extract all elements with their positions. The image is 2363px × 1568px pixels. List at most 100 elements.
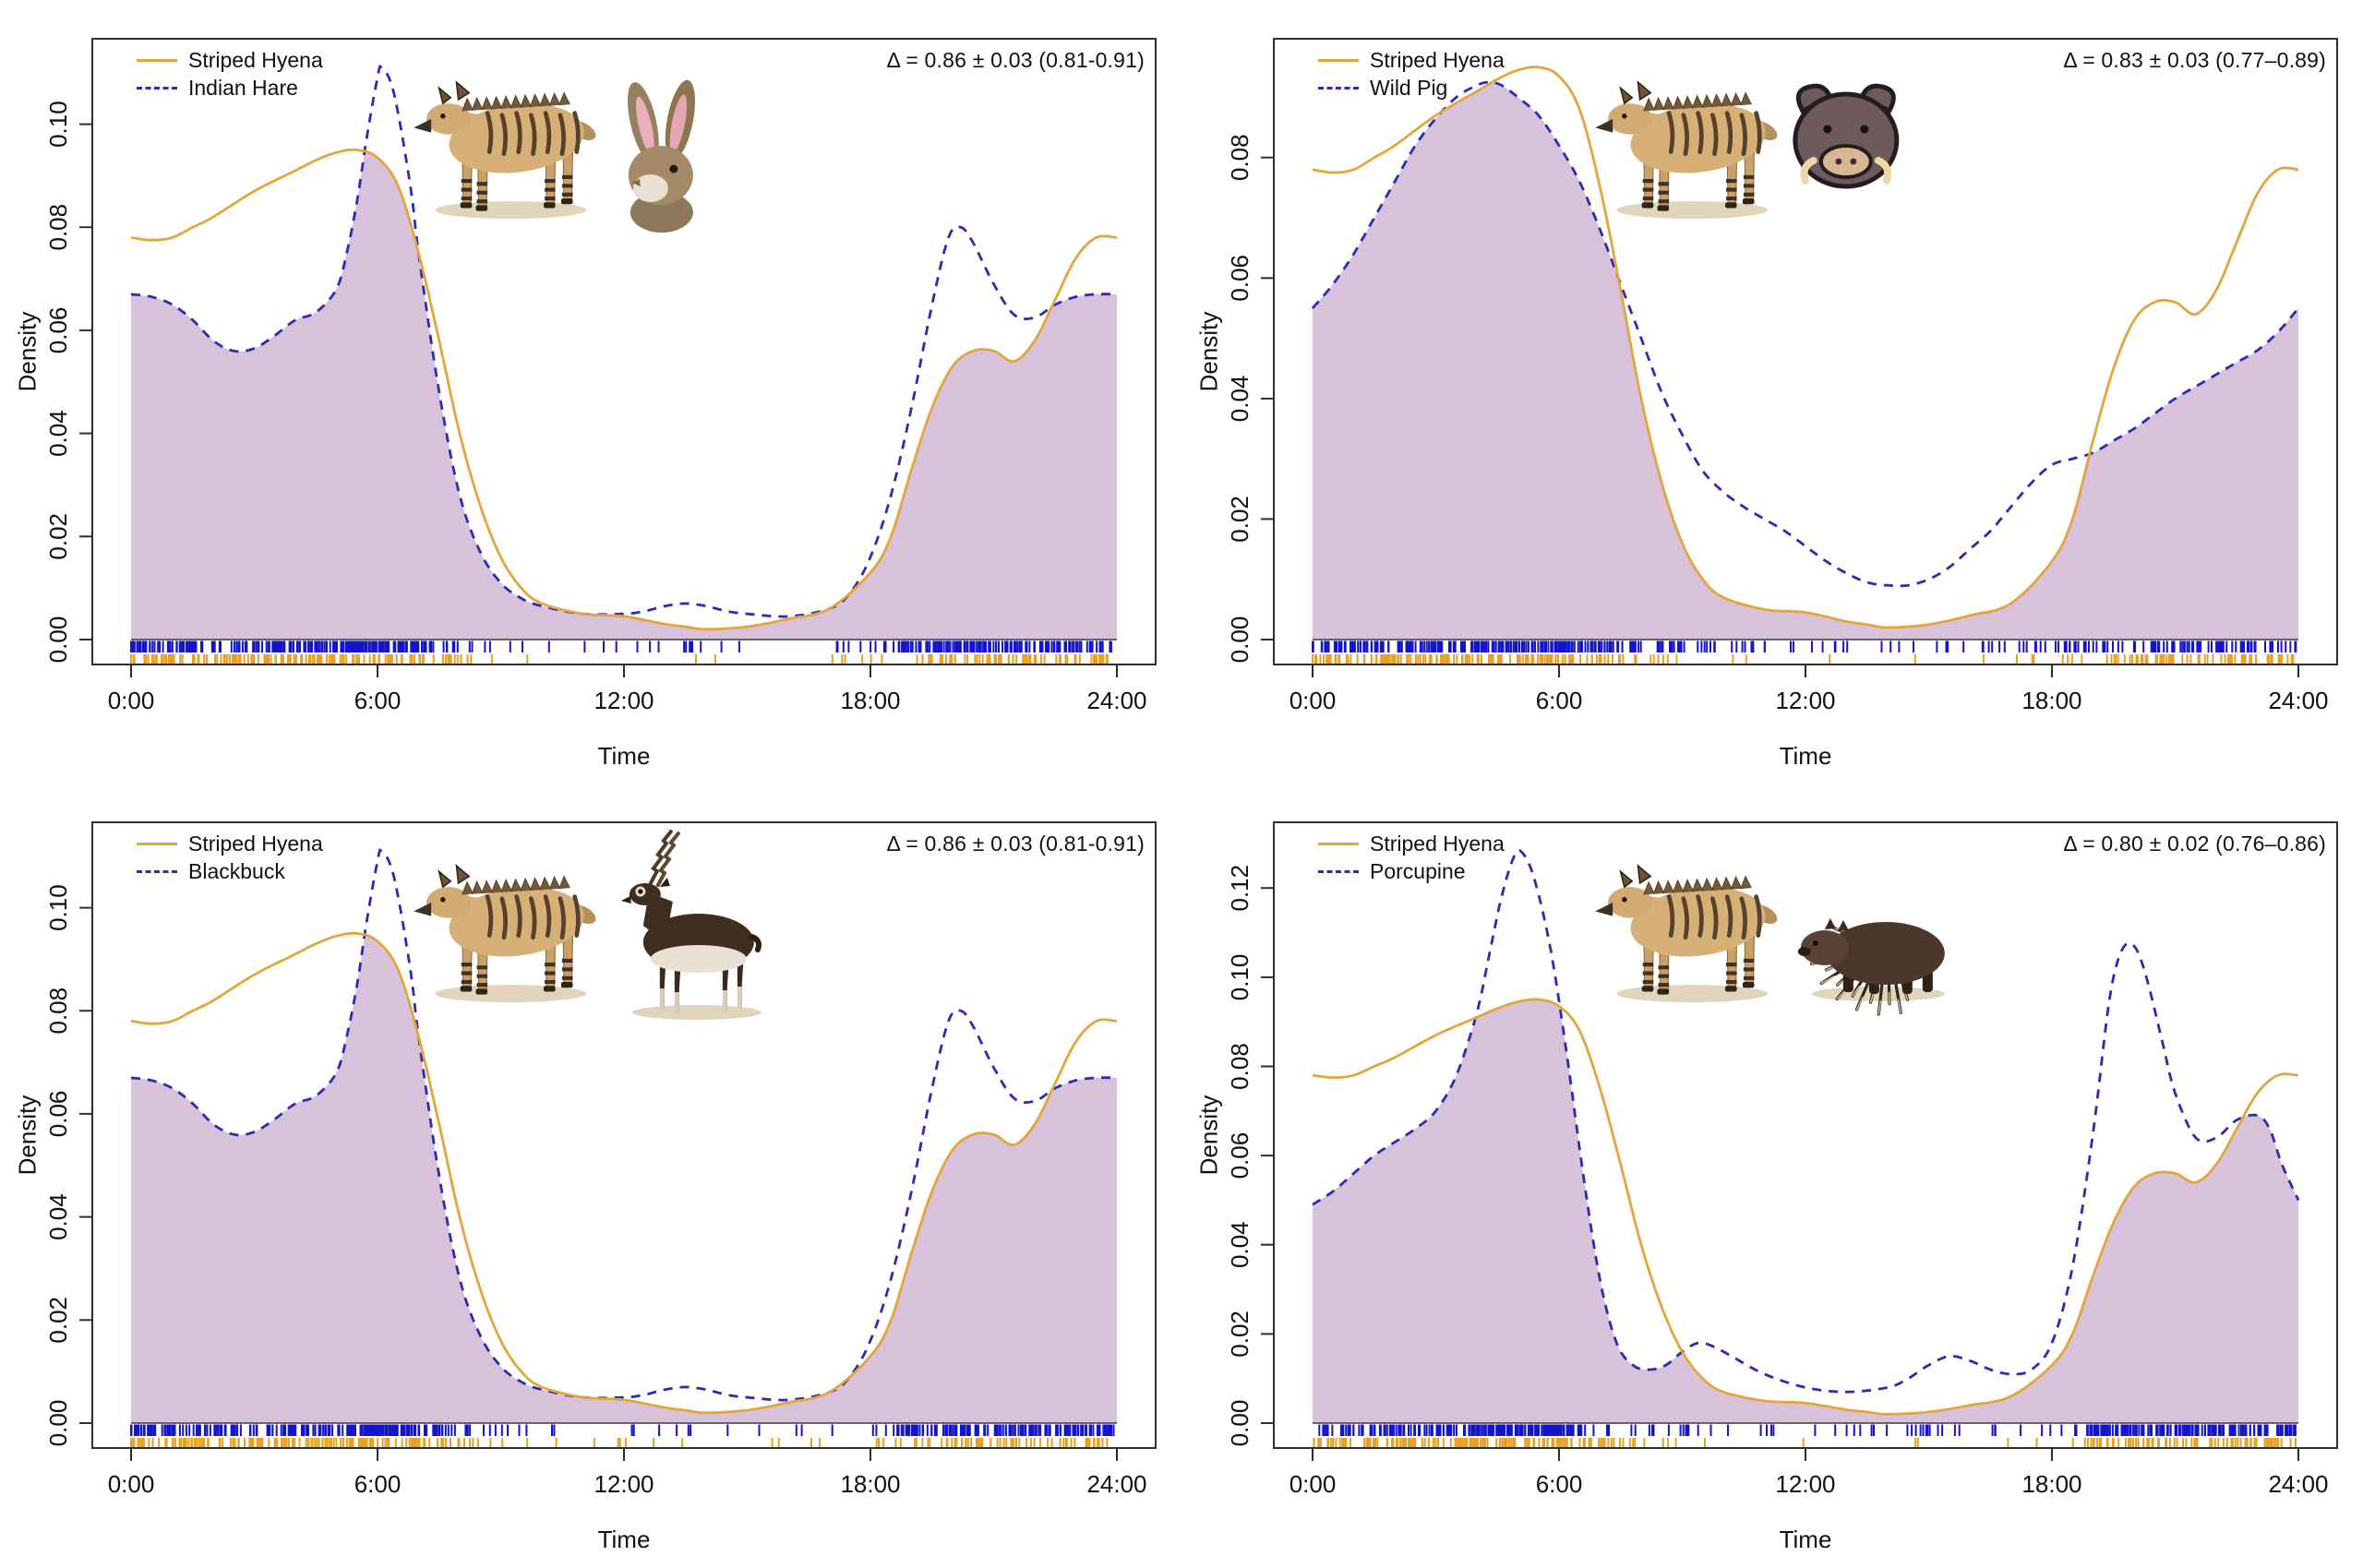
x-axis-title: Time — [1779, 742, 1832, 770]
y-tick-label: 0.02 — [44, 1297, 72, 1344]
y-tick-label: 0.10 — [44, 101, 72, 148]
x-axis-title: Time — [597, 1526, 651, 1553]
panel-porcupine: 0:00 6:00 12:00 18:00 24:00 0.00 0.02 0.04 0.06 0… — [1182, 784, 2363, 1567]
striped-hyena-illustration — [1595, 80, 1778, 220]
hyena-line-swatch — [1318, 58, 1359, 62]
y-tick-label: 0.08 — [1226, 134, 1253, 181]
hyena-rug — [130, 654, 1109, 664]
x-tick-label: 6:00 — [354, 687, 402, 714]
legend-label: Indian Hare — [188, 76, 298, 100]
y-tick-label: 0.08 — [44, 987, 72, 1035]
species-line-swatch — [1318, 869, 1359, 873]
x-axis-title: Time — [597, 742, 651, 770]
x-tick-label: 0:00 — [108, 687, 155, 714]
hyena-line-swatch — [137, 842, 177, 845]
density-plot-porcupine: 0:00 6:00 12:00 18:00 24:00 0.00 0.02 0.04 0.06 0… — [1226, 821, 2338, 1498]
hyena-density-curve — [130, 931, 1118, 1415]
y-tick-label: 0.10 — [1226, 954, 1253, 1001]
y-tick-label: 0.00 — [44, 616, 72, 664]
y-tick-label: 0.00 — [1226, 1400, 1253, 1447]
y-tick-label: 0.06 — [1226, 1132, 1253, 1179]
legend-label: Striped Hyena — [1370, 832, 1505, 856]
y-axis-title: Density — [13, 311, 42, 392]
overlap-coefficient: Δ = 0.83 ± 0.03 (0.77–0.89) — [2063, 48, 2326, 72]
blackbuck-illustration — [620, 830, 762, 1020]
striped-hyena-illustration — [1595, 864, 1778, 1003]
x-tick-label: 6:00 — [1536, 687, 1583, 714]
overlap-area — [1313, 82, 2298, 640]
x-tick-label: 18:00 — [2021, 1470, 2081, 1498]
x-tick-label: 24:00 — [1086, 1470, 1146, 1498]
y-tick-label: 0.04 — [44, 1193, 72, 1240]
hyena-density-curve — [1312, 998, 2299, 1416]
species-rug — [1312, 640, 2297, 652]
y-tick-label: 0.02 — [1226, 1311, 1253, 1358]
legend-item-species: Blackbuck — [137, 857, 323, 885]
legend-label: Striped Hyena — [188, 48, 323, 72]
legend: Striped Hyena Porcupine — [1318, 830, 1505, 885]
y-tick-label: 0.04 — [1226, 1221, 1253, 1268]
legend-label: Wild Pig — [1370, 76, 1448, 100]
x-tick-label: 6:00 — [354, 1470, 402, 1498]
x-axis-title: Time — [1779, 1526, 1832, 1553]
hyena-density-curve — [1312, 66, 2299, 629]
species-density-curve — [130, 65, 1117, 618]
x-tick-label: 12:00 — [1775, 687, 1835, 714]
legend-item-hyena: Striped Hyena — [137, 830, 323, 857]
x-tick-label: 12:00 — [594, 687, 654, 714]
hyena-density-curve — [130, 148, 1118, 631]
species-line-swatch — [137, 869, 177, 873]
striped-hyena-illustration — [414, 864, 596, 1003]
porcupine-illustration — [1797, 918, 1945, 1016]
y-tick-label: 0.04 — [1226, 376, 1253, 423]
legend-label: Striped Hyena — [1370, 48, 1505, 72]
legend: Striped Hyena Wild Pig — [1318, 46, 1505, 102]
hyena-line-swatch — [137, 58, 177, 62]
overlap-area — [131, 151, 1117, 640]
x-tick-label: 18:00 — [840, 687, 900, 714]
species-density-curve — [130, 848, 1117, 1402]
y-tick-label: 0.08 — [44, 204, 72, 251]
legend-label: Striped Hyena — [188, 832, 323, 856]
y-tick-label: 0.02 — [1226, 496, 1253, 543]
y-tick-label: 0.12 — [1226, 865, 1253, 912]
species-rug — [130, 1424, 1115, 1436]
hyena-line-swatch — [1318, 842, 1359, 845]
density-plot-wild-pig: 0:00 6:00 12:00 18:00 24:00 0.00 0.02 0.04 0.06 0… — [1226, 38, 2338, 714]
legend-item-hyena: Striped Hyena — [1318, 830, 1505, 857]
y-axis-title: Density — [1194, 1095, 1223, 1176]
hyena-rug — [1313, 1438, 2297, 1447]
legend: Striped Hyena Blackbuck — [137, 830, 323, 885]
hyena-rug — [1312, 654, 2295, 664]
wild-pig-illustration — [1793, 83, 1900, 189]
x-tick-label: 0:00 — [108, 1470, 155, 1498]
y-tick-label: 0.00 — [1226, 616, 1253, 664]
x-tick-label: 18:00 — [840, 1470, 900, 1498]
species-line-swatch — [1318, 86, 1359, 90]
y-tick-label: 0.04 — [44, 410, 72, 457]
legend-item-hyena: Striped Hyena — [137, 46, 323, 74]
y-tick-label: 0.00 — [44, 1400, 72, 1447]
density-plot-indian-hare: 0:00 6:00 12:00 18:00 24:00 0.00 0.02 0.04 0.06 0… — [44, 38, 1157, 714]
y-axis-title: Density — [13, 1095, 42, 1176]
legend-item-species: Wild Pig — [1318, 74, 1505, 102]
legend-item-species: Porcupine — [1318, 857, 1505, 885]
species-line-swatch — [137, 86, 177, 90]
panel-indian-hare: 0:00 6:00 12:00 18:00 24:00 0.00 0.02 0.04 0.06 0… — [0, 0, 1182, 784]
species-density-curve — [1311, 80, 2300, 588]
hyena-rug — [130, 1438, 1109, 1447]
y-tick-label: 0.10 — [44, 884, 72, 931]
legend-item-species: Indian Hare — [137, 74, 323, 102]
x-tick-label: 0:00 — [1289, 687, 1337, 714]
overlap-coefficient: Δ = 0.80 ± 0.02 (0.76–0.86) — [2063, 832, 2326, 856]
species-rug — [1318, 1424, 2297, 1436]
y-tick-label: 0.06 — [1226, 255, 1253, 302]
x-tick-label: 6:00 — [1536, 1470, 1583, 1498]
x-tick-label: 0:00 — [1289, 1470, 1337, 1498]
striped-hyena-illustration — [414, 80, 596, 220]
x-tick-label: 12:00 — [1775, 1470, 1835, 1498]
overlap-coefficient: Δ = 0.86 ± 0.03 (0.81-0.91) — [886, 48, 1145, 72]
y-tick-label: 0.06 — [44, 307, 72, 354]
panel-blackbuck: 0:00 6:00 12:00 18:00 24:00 0.00 0.02 0.04 0.06 0… — [0, 784, 1182, 1567]
